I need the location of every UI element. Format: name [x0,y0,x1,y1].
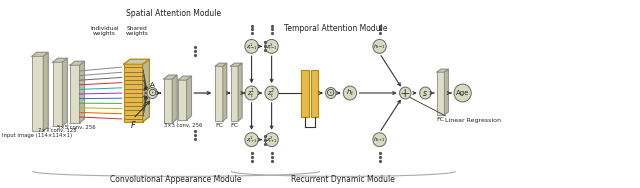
Text: 3×3 conv, 256: 3×3 conv, 256 [164,122,202,127]
Text: A: A [150,82,155,88]
Circle shape [245,86,258,100]
Polygon shape [32,52,48,56]
Circle shape [373,133,386,147]
Text: s: s [424,89,428,98]
Circle shape [147,88,157,99]
Circle shape [420,87,431,99]
Bar [230,66,238,121]
Polygon shape [444,69,448,115]
Text: +: + [400,86,411,99]
Text: weights: weights [125,31,148,36]
Text: FC: FC [215,123,223,128]
Text: $z^2_{t\!+\!1}$: $z^2_{t\!+\!1}$ [266,134,278,145]
Polygon shape [187,76,191,120]
Polygon shape [63,58,67,126]
Text: $h_{t\!-\!1}$: $h_{t\!-\!1}$ [373,42,386,51]
Polygon shape [437,69,448,72]
Bar [164,79,172,123]
Bar [178,80,187,120]
Bar [124,64,143,122]
Bar [311,70,319,117]
Polygon shape [215,63,227,66]
Polygon shape [172,75,177,123]
Text: FC: FC [230,123,238,128]
Text: ⊙: ⊙ [148,88,157,98]
Circle shape [399,87,411,99]
Bar [437,72,444,115]
Text: $h_{t\!+\!1}$: $h_{t\!+\!1}$ [373,135,386,144]
Circle shape [343,86,356,100]
Text: $z^2_t$: $z^2_t$ [268,86,276,100]
Polygon shape [164,75,177,79]
Polygon shape [44,52,48,131]
Text: Linear Regression: Linear Regression [445,118,501,123]
Bar [53,62,63,126]
Circle shape [265,133,278,147]
Text: Input image (114×114×1): Input image (114×114×1) [3,133,73,138]
Text: $z^1_{t\!+\!1}$: $z^1_{t\!+\!1}$ [246,134,257,145]
Bar [70,65,79,123]
Circle shape [265,39,278,53]
Polygon shape [143,59,149,122]
Polygon shape [79,61,84,123]
Text: Temporal Attention Module: Temporal Attention Module [284,24,387,33]
Polygon shape [230,63,242,66]
Text: FC: FC [436,117,445,122]
Bar [215,66,223,121]
Text: Shared: Shared [127,26,147,31]
Text: Individual: Individual [90,26,119,31]
Circle shape [373,39,386,53]
Polygon shape [238,63,242,121]
Bar [301,70,309,117]
Text: Spatial Attention Module: Spatial Attention Module [125,9,221,18]
Bar [32,56,44,131]
Text: $z^1_t$: $z^1_t$ [248,86,256,100]
Circle shape [245,39,258,53]
Text: $h_t$: $h_t$ [346,88,354,98]
Text: F: F [131,121,136,130]
Circle shape [454,84,471,102]
Circle shape [245,133,258,147]
Circle shape [326,88,336,99]
Polygon shape [178,76,191,80]
Text: $z^2_{t\!-\!1}$: $z^2_{t\!-\!1}$ [266,41,278,52]
Text: $z^1_{t\!-\!1}$: $z^1_{t\!-\!1}$ [246,41,257,52]
Polygon shape [223,63,227,121]
Circle shape [265,86,278,100]
Text: Recurrent Dynamic Module: Recurrent Dynamic Module [291,175,395,184]
Text: 7×7 conv, 128: 7×7 conv, 128 [38,128,77,133]
Text: Convolutional Appearance Module: Convolutional Appearance Module [110,175,242,184]
Text: ⊙: ⊙ [326,88,335,98]
Text: 5×5 conv, 256: 5×5 conv, 256 [58,125,96,130]
Polygon shape [53,58,67,62]
Text: Age: Age [456,90,469,96]
Polygon shape [70,61,84,65]
Polygon shape [124,59,149,64]
Text: weights: weights [93,31,116,36]
